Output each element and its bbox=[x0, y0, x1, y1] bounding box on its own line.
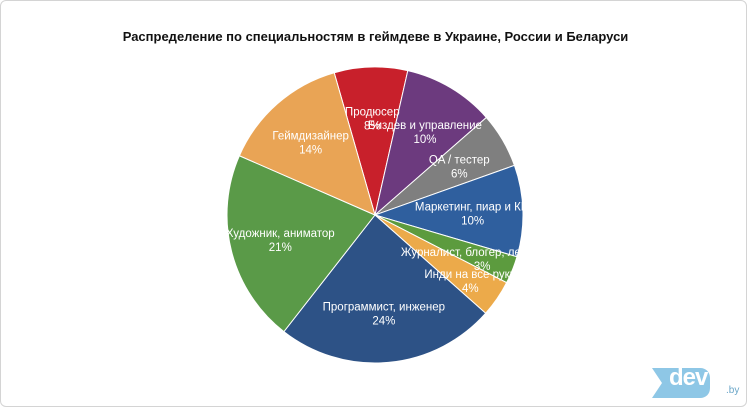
pie-slice bbox=[373, 164, 524, 258]
slice-value-label: 24% bbox=[372, 315, 395, 327]
pie-slice bbox=[374, 70, 488, 217]
slice-value-label: 3% bbox=[474, 261, 491, 273]
slice-value-label: 14% bbox=[299, 145, 322, 157]
slice-label: Художник, аниматор bbox=[226, 228, 335, 240]
slice-label: Продюсер bbox=[345, 106, 400, 118]
slice-value-label: 21% bbox=[269, 242, 292, 254]
slice-value-label: 4% bbox=[462, 283, 479, 295]
dev-logo-icon bbox=[652, 368, 710, 398]
slice-label: Геймдизайнер bbox=[272, 131, 349, 143]
slice-label: Инди на все руки bbox=[424, 269, 516, 281]
slice-label: Биздев и управление bbox=[368, 120, 482, 132]
slice-label: QA / тестер bbox=[429, 155, 490, 167]
logo-text: dev bbox=[669, 364, 708, 391]
pie-slice bbox=[238, 72, 376, 216]
slice-value-label: 8% bbox=[364, 120, 381, 132]
logo-suffix: .by bbox=[726, 385, 740, 396]
slice-label: Маркетинг, пиар и КМ bbox=[415, 201, 530, 213]
slice-value-label: 10% bbox=[414, 134, 437, 146]
pie-slice bbox=[283, 214, 487, 364]
slice-label: Журналист, блогер, летсплеер bbox=[401, 247, 564, 259]
chart-title: Распределение по специальностям в геймде… bbox=[122, 29, 629, 44]
pie-slice bbox=[226, 155, 376, 333]
slice-value-label: 6% bbox=[451, 169, 468, 181]
slice-value-label: 10% bbox=[461, 215, 484, 227]
slice-label: Программист, инженер bbox=[323, 301, 445, 313]
